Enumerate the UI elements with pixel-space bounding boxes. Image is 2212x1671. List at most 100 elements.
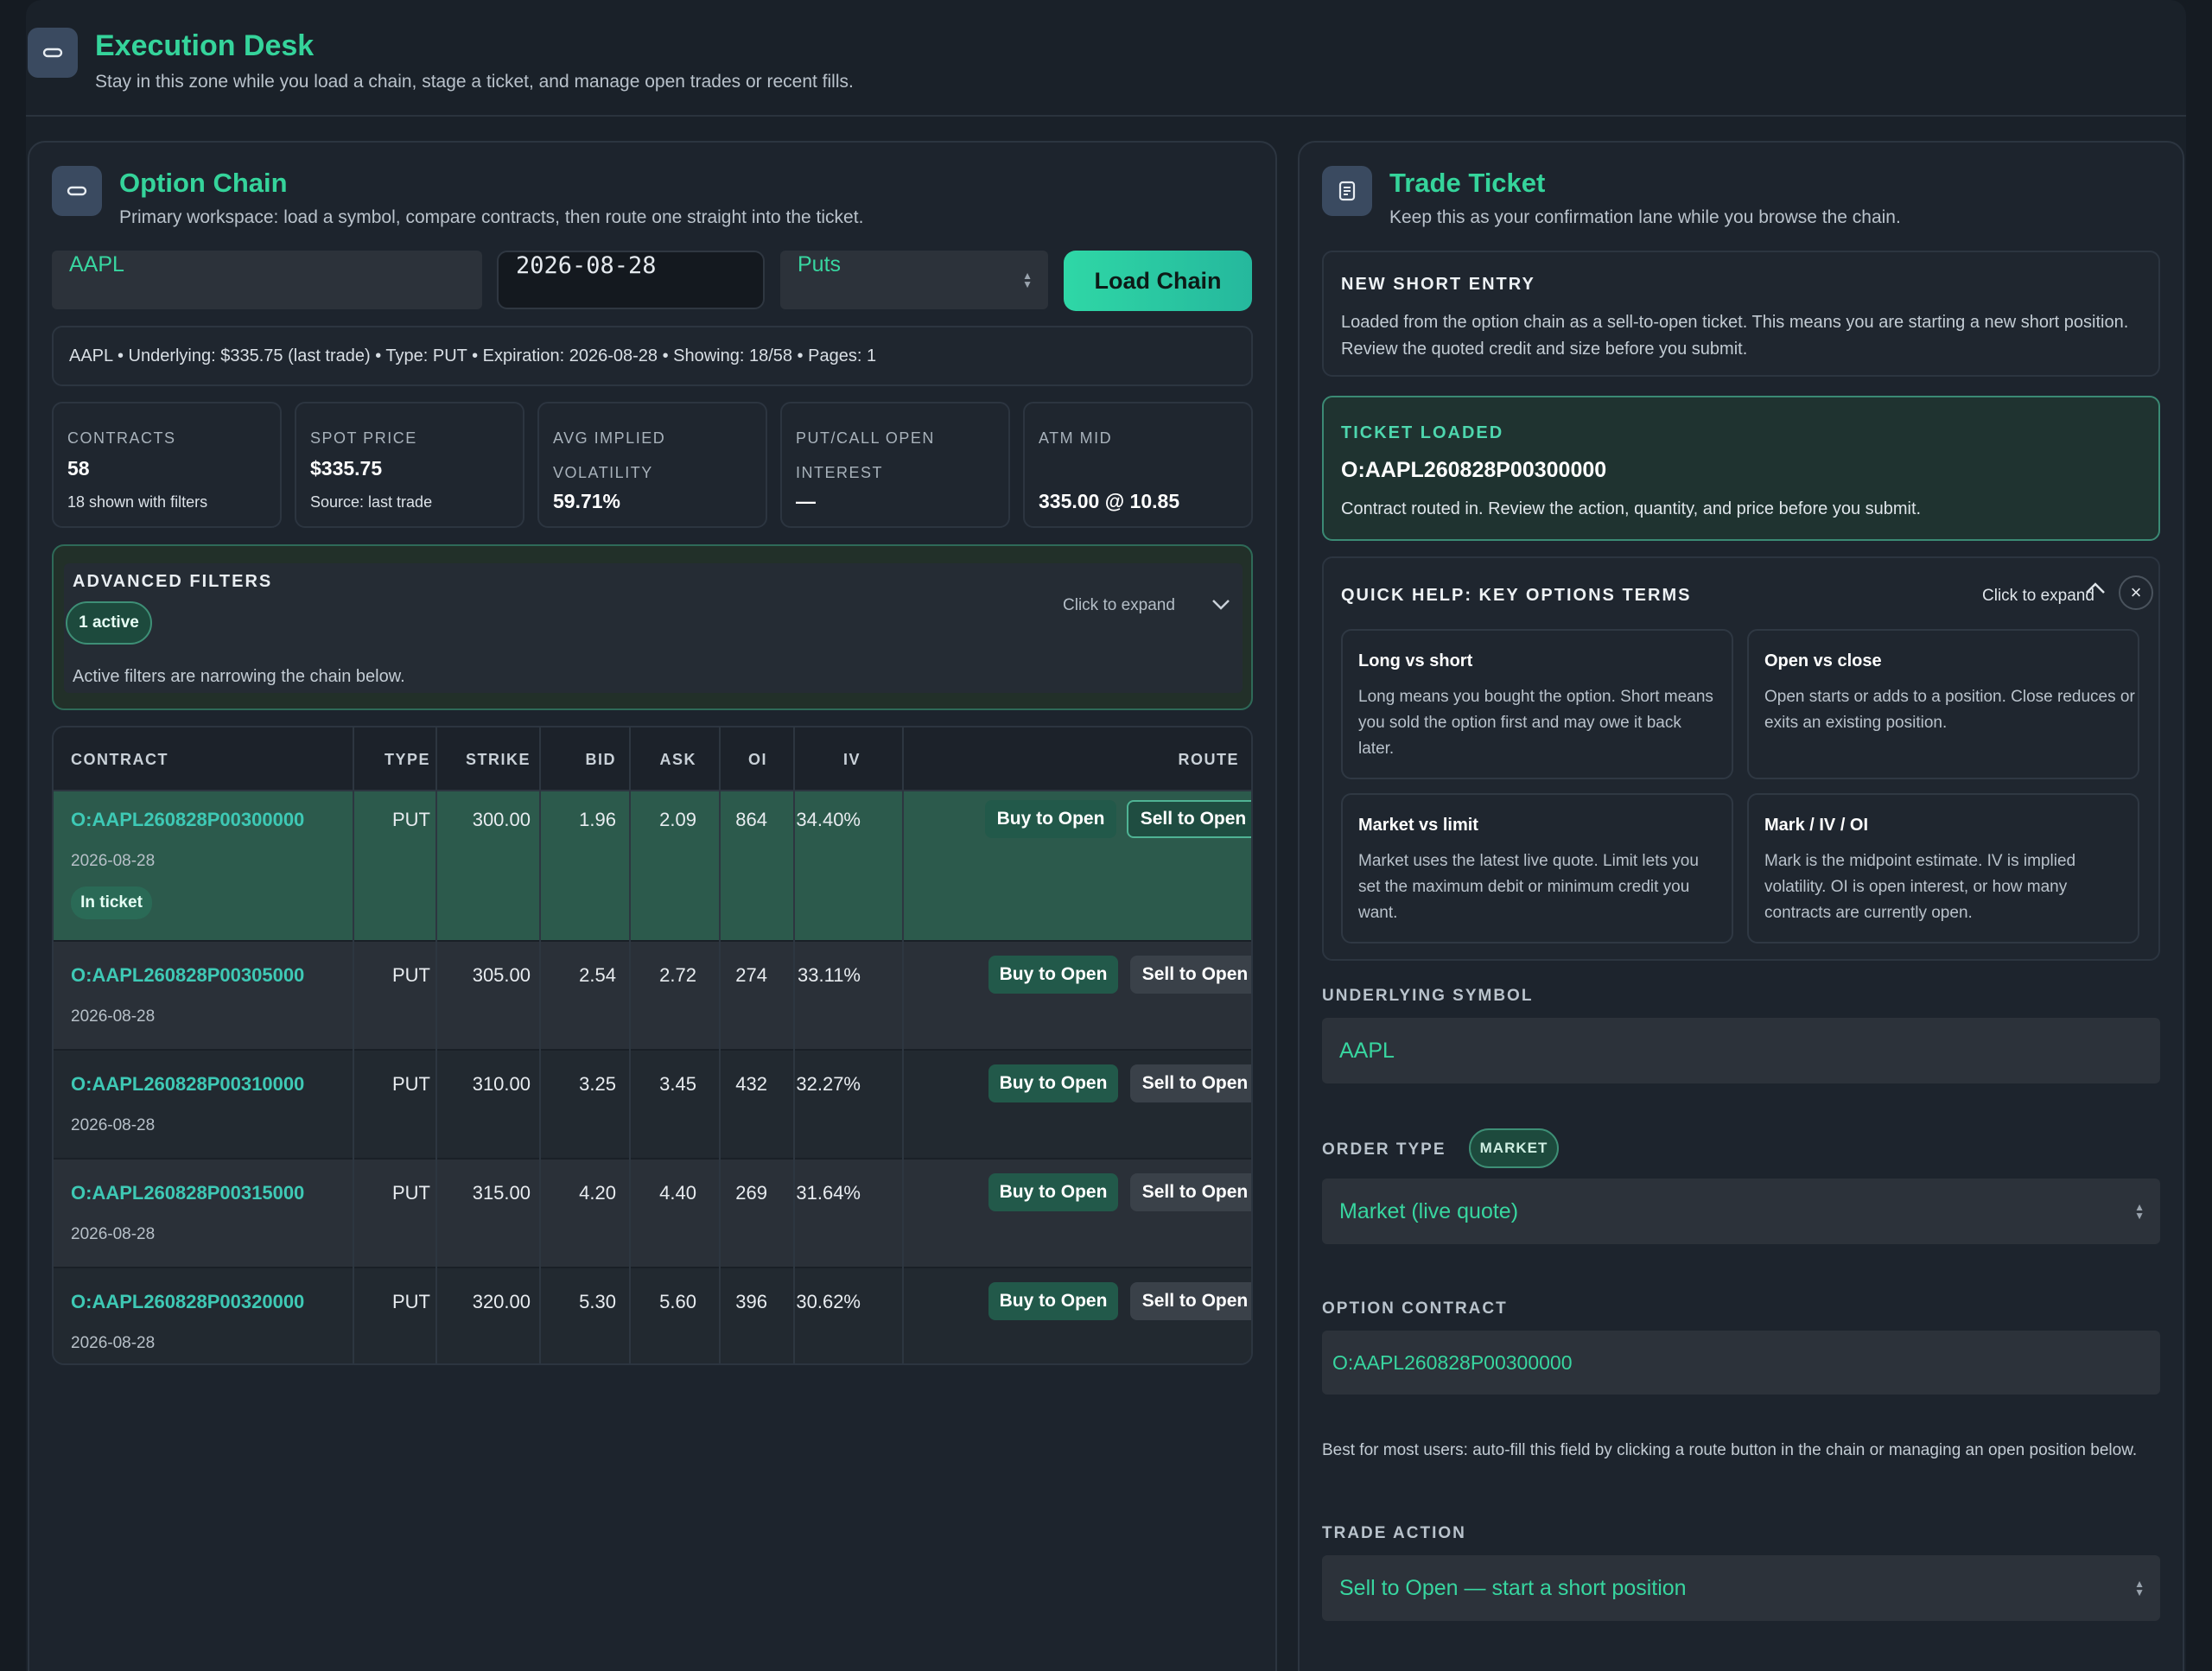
table-row[interactable]: O:AAPL260828P00305000 2026-08-28 PUT 305… bbox=[54, 940, 1251, 1049]
ask-cell: 5.60 bbox=[659, 1291, 696, 1312]
term-body: Open starts or adds to a position. Close… bbox=[1764, 688, 2135, 732]
trade-action-value: Sell to Open — start a short position bbox=[1339, 1575, 1687, 1600]
option-contract-hint: Best for most users: auto-fill this fiel… bbox=[1322, 1441, 2138, 1459]
quick-help-expand-text[interactable]: Click to expand bbox=[1982, 587, 2094, 605]
advanced-filters-body: ADVANCED FILTERS 1 active Click to expan… bbox=[64, 563, 1243, 693]
advanced-filters-label: ADVANCED FILTERS bbox=[73, 572, 273, 591]
sell-to-open-button[interactable]: Sell to Open bbox=[1127, 800, 1251, 838]
ask-cell: 2.09 bbox=[659, 809, 696, 830]
ticket-title: Trade Ticket bbox=[1389, 168, 1546, 198]
col-type: TYPE bbox=[384, 750, 430, 768]
column-divider bbox=[793, 727, 795, 1363]
table-header bbox=[54, 727, 1251, 791]
option-type-select[interactable]: Puts ▲ ▼ bbox=[780, 251, 1048, 309]
contract-link[interactable]: O:AAPL260828P00305000 bbox=[71, 964, 305, 986]
col-contract: CONTRACT bbox=[71, 750, 168, 768]
close-icon[interactable]: × bbox=[2119, 575, 2153, 610]
app-window: Execution Desk Stay in this zone while y… bbox=[26, 0, 2186, 1671]
filters-note: Active filters are narrowing the chain b… bbox=[73, 667, 405, 686]
buy-to-open-button[interactable]: Buy to Open bbox=[988, 1064, 1118, 1102]
stat-put-call-oi: PUT/CALL OPEN INTEREST — bbox=[780, 402, 1010, 528]
ask-cell: 3.45 bbox=[659, 1073, 696, 1095]
column-divider bbox=[435, 727, 437, 1363]
type-cell: PUT bbox=[392, 1182, 430, 1204]
chevron-up-icon[interactable] bbox=[2084, 577, 2107, 604]
order-type-label: ORDER TYPE bbox=[1322, 1140, 1446, 1159]
oi-cell: 864 bbox=[735, 809, 767, 830]
column-divider bbox=[902, 727, 904, 1363]
trade-action-label: TRADE ACTION bbox=[1322, 1524, 1466, 1542]
new-short-entry-label: NEW SHORT ENTRY bbox=[1341, 275, 1535, 294]
table-row[interactable]: O:AAPL260828P00320000 2026-08-28 PUT 320… bbox=[54, 1267, 1251, 1363]
strike-cell: 310.00 bbox=[472, 1073, 531, 1095]
filters-expand-text[interactable]: Click to expand bbox=[1063, 596, 1175, 614]
quick-help-panel: QUICK HELP: KEY OPTIONS TERMS Click to e… bbox=[1322, 556, 2160, 961]
buy-to-open-button[interactable]: Buy to Open bbox=[985, 800, 1116, 838]
select-arrows-icon: ▲ ▼ bbox=[2134, 1201, 2145, 1222]
active-filters-badge: 1 active bbox=[66, 601, 152, 645]
link-icon bbox=[52, 166, 102, 216]
ticket-subtitle: Keep this as your confirmation lane whil… bbox=[1389, 207, 1901, 227]
table-row[interactable]: O:AAPL260828P00310000 2026-08-28 PUT 310… bbox=[54, 1049, 1251, 1158]
table-row[interactable]: O:AAPL260828P00300000 2026-08-28 In tick… bbox=[54, 791, 1251, 940]
term-title: Mark / IV / OI bbox=[1764, 816, 1869, 835]
option-type-value: Puts bbox=[798, 252, 842, 276]
stat-spot-price: SPOT PRICE $335.75 Source: last trade bbox=[295, 402, 524, 528]
expiration-date-input[interactable]: 2026-08-28 bbox=[497, 251, 765, 309]
strike-cell: 300.00 bbox=[472, 809, 531, 830]
oi-cell: 432 bbox=[735, 1073, 767, 1095]
contract-date: 2026-08-28 bbox=[71, 1334, 156, 1352]
term-body: Mark is the midpoint estimate. IV is imp… bbox=[1764, 852, 2076, 922]
oi-cell: 269 bbox=[735, 1182, 767, 1204]
trade-action-select[interactable]: Sell to Open — start a short position ▲ ▼ bbox=[1322, 1555, 2160, 1621]
iv-cell: 31.64% bbox=[796, 1182, 861, 1204]
sell-to-open-button[interactable]: Sell to Open bbox=[1130, 1173, 1251, 1211]
load-chain-button[interactable]: Load Chain bbox=[1064, 251, 1252, 311]
stat-value: $335.75 bbox=[310, 457, 383, 480]
chevron-down-icon[interactable] bbox=[1211, 594, 1231, 619]
strike-cell: 305.00 bbox=[472, 964, 531, 986]
page-subtitle: Stay in this zone while you load a chain… bbox=[95, 72, 854, 92]
iv-cell: 34.40% bbox=[796, 809, 861, 830]
term-title: Market vs limit bbox=[1358, 816, 1478, 835]
stat-contracts: CONTRACTS 58 18 shown with filters bbox=[52, 402, 282, 528]
stat-label: SPOT PRICE bbox=[310, 429, 417, 447]
contract-link[interactable]: O:AAPL260828P00320000 bbox=[71, 1291, 305, 1312]
link-icon bbox=[28, 28, 78, 78]
contract-link[interactable]: O:AAPL260828P00315000 bbox=[71, 1182, 305, 1204]
bid-cell: 2.54 bbox=[579, 964, 616, 986]
contract-link[interactable]: O:AAPL260828P00300000 bbox=[71, 809, 305, 830]
term-card: Open vs close Open starts or adds to a p… bbox=[1747, 629, 2139, 779]
buy-to-open-button[interactable]: Buy to Open bbox=[988, 956, 1118, 994]
option-contract-input[interactable]: O:AAPL260828P00300000 bbox=[1322, 1331, 2160, 1395]
term-body: Market uses the latest live quote. Limit… bbox=[1358, 852, 1699, 922]
col-bid: BID bbox=[585, 750, 616, 768]
ticket-loaded-label: TICKET LOADED bbox=[1341, 423, 1504, 442]
stat-value: 335.00 @ 10.85 bbox=[1039, 490, 1180, 512]
symbol-input[interactable]: AAPL bbox=[52, 251, 482, 309]
advanced-filters[interactable]: ADVANCED FILTERS 1 active Click to expan… bbox=[52, 544, 1253, 710]
table-row[interactable]: O:AAPL260828P00315000 2026-08-28 PUT 315… bbox=[54, 1158, 1251, 1267]
select-arrows-icon: ▲ ▼ bbox=[2134, 1578, 2145, 1598]
column-divider bbox=[539, 727, 541, 1363]
iv-cell: 32.27% bbox=[796, 1073, 861, 1095]
sell-to-open-button[interactable]: Sell to Open bbox=[1130, 956, 1251, 994]
sell-to-open-button[interactable]: Sell to Open bbox=[1130, 1064, 1251, 1102]
stat-label: PUT/CALL OPEN INTEREST bbox=[796, 429, 935, 481]
order-type-select[interactable]: Market (live quote) ▲ ▼ bbox=[1322, 1179, 2160, 1244]
term-card: Market vs limit Market uses the latest l… bbox=[1341, 793, 1733, 944]
bid-cell: 4.20 bbox=[579, 1182, 616, 1204]
strike-cell: 320.00 bbox=[472, 1291, 531, 1312]
buy-to-open-button[interactable]: Buy to Open bbox=[988, 1173, 1118, 1211]
ticket-loaded-card: TICKET LOADED O:AAPL260828P00300000 Cont… bbox=[1322, 396, 2160, 541]
column-divider bbox=[353, 727, 354, 1363]
contract-link[interactable]: O:AAPL260828P00310000 bbox=[71, 1073, 305, 1095]
buy-to-open-button[interactable]: Buy to Open bbox=[988, 1282, 1118, 1320]
underlying-symbol-label: UNDERLYING SYMBOL bbox=[1322, 987, 1534, 1005]
underlying-symbol-input[interactable]: AAPL bbox=[1322, 1018, 2160, 1083]
iv-cell: 30.62% bbox=[796, 1291, 861, 1312]
term-title: Open vs close bbox=[1764, 651, 1882, 670]
quick-help-label: QUICK HELP: KEY OPTIONS TERMS bbox=[1341, 586, 1692, 605]
chain-summary: AAPL • Underlying: $335.75 (last trade) … bbox=[52, 326, 1253, 386]
sell-to-open-button[interactable]: Sell to Open bbox=[1130, 1282, 1251, 1320]
